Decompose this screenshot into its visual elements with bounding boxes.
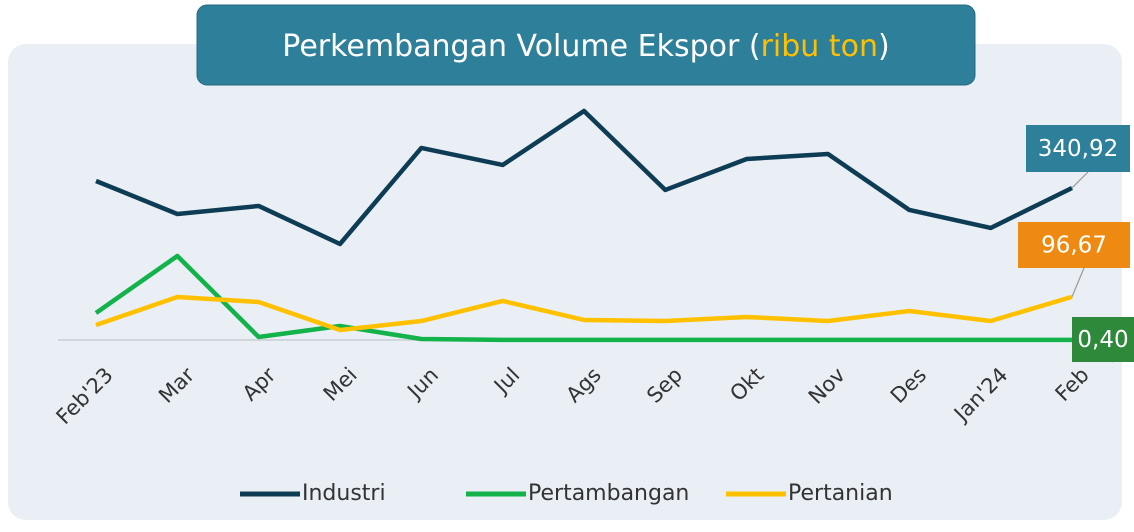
leader-line — [1071, 171, 1089, 189]
title-part: ) — [878, 29, 890, 64]
title-part: Perkembangan Volume Ekspor ( — [282, 29, 760, 64]
title-box — [196, 4, 976, 86]
value-label-box — [1072, 317, 1134, 362]
value-label: 96,67 — [1041, 233, 1107, 259]
title-unit: ribu ton — [761, 29, 878, 64]
series-line — [94, 253, 1072, 343]
chart-title: Perkembangan Volume Ekspor (ribu ton) — [282, 29, 889, 64]
value-label-box — [1026, 125, 1130, 172]
series-line — [95, 108, 1073, 247]
value-label: 0,40 — [1077, 327, 1128, 353]
value-label-box — [1018, 222, 1130, 268]
legend-label: Pertanian — [788, 481, 893, 506]
panel — [8, 44, 1122, 520]
legend-label: Industri — [302, 481, 386, 506]
leader-line — [1071, 267, 1085, 298]
value-label: 340,92 — [1038, 136, 1118, 162]
legend-label: Pertambangan — [528, 481, 689, 506]
series-line — [95, 294, 1073, 333]
